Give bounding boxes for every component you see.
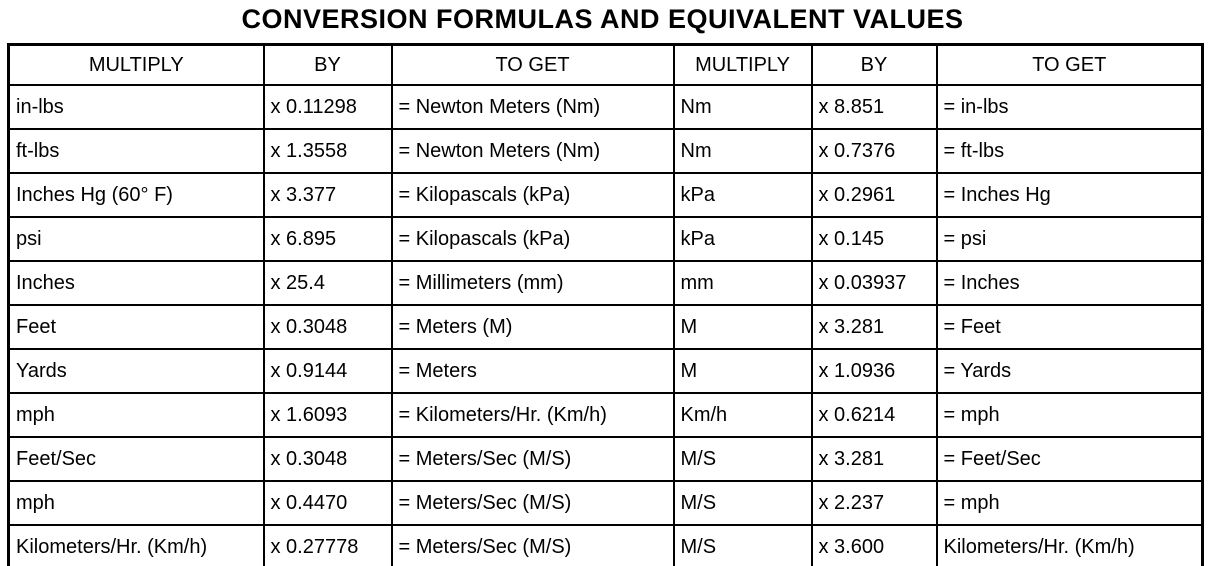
table-cell: mph [7,480,265,526]
table-row: ft-lbs x 1.3558 = Newton Meters (Nm) Nm x 0.… [7,128,1204,174]
table-cell: = Millimeters (mm) [390,260,675,306]
table-cell: x 1.6093 [262,392,393,438]
table-cell: Inches [7,260,265,306]
table-cell: = mph [935,392,1204,438]
header-multiply-left: MULTIPLY [7,43,265,86]
table-cell: = Kilopascals (kPa) [390,172,675,218]
table-cell: x 6.895 [262,216,393,262]
table-cell: x 0.4470 [262,480,393,526]
table-row: Inches x 25.4 = Millimeters (mm) mm x 0.0393… [7,260,1204,306]
table-cell: x 2.237 [810,480,938,526]
table-cell: M/S [672,436,813,482]
table-cell: x 3.600 [810,524,938,566]
table-cell: = Inches [935,260,1204,306]
table-cell: = Feet [935,304,1204,350]
table-cell: = Yards [935,348,1204,394]
table-cell: = Newton Meters (Nm) [390,84,675,130]
table-cell: x 1.3558 [262,128,393,174]
table-cell: = Meters/Sec (M/S) [390,524,675,566]
table-cell: Kilometers/Hr. (Km/h) [7,524,265,566]
table-cell: x 25.4 [262,260,393,306]
table-cell: = Newton Meters (Nm) [390,128,675,174]
table-row: Inches Hg (60° F) x 3.377 = Kilopascals (k… [7,172,1204,218]
table-cell: = psi [935,216,1204,262]
table-cell: = Feet/Sec [935,436,1204,482]
header-to-get-right: TO GET [935,43,1204,86]
table-cell: Kilometers/Hr. (Km/h) [935,524,1204,566]
conversion-table-body: in-lbs x 0.11298 = Newton Meters (Nm) Nm x 8… [7,84,1204,566]
header-multiply-right: MULTIPLY [672,43,813,86]
table-cell: ft-lbs [7,128,265,174]
table-cell: x 0.145 [810,216,938,262]
table-cell: psi [7,216,265,262]
table-cell: Inches Hg (60° F) [7,172,265,218]
table-cell: x 8.851 [810,84,938,130]
table-cell: = Meters/Sec (M/S) [390,436,675,482]
page-title: CONVERSION FORMULAS AND EQUIVALENT VALUE… [241,4,964,34]
table-cell: Yards [7,348,265,394]
table-cell: M [672,304,813,350]
table-row: Kilometers/Hr. (Km/h) x 0.27778 = Meters/S… [7,524,1204,566]
table-cell: x 3.281 [810,304,938,350]
table-cell: Km/h [672,392,813,438]
table-cell: M/S [672,524,813,566]
table-cell: x 0.3048 [262,304,393,350]
table-row: in-lbs x 0.11298 = Newton Meters (Nm) Nm x 8… [7,84,1204,130]
table-cell: = Inches Hg [935,172,1204,218]
table-cell: = in-lbs [935,84,1204,130]
table-row: psi x 6.895 = Kilopascals (kPa) kPa x 0.145 =… [7,216,1204,262]
table-row: mph x 0.4470 = Meters/Sec (M/S) M/S x 2.237 =… [7,480,1204,526]
table-cell: mm [672,260,813,306]
table-cell: Feet/Sec [7,436,265,482]
table-cell: M [672,348,813,394]
header-by-right: BY [810,43,938,86]
table-cell: Nm [672,128,813,174]
table-row: mph x 1.6093 = Kilometers/Hr. (Km/h) Km/h x … [7,392,1204,438]
table-header-row: MULTIPLY BY TO GET MULTIPLY BY TO GET [7,43,1204,86]
table-cell: x 0.6214 [810,392,938,438]
table-cell: = Kilopascals (kPa) [390,216,675,262]
header-by-left: BY [262,43,393,86]
table-cell: = Meters (M) [390,304,675,350]
table-cell: = mph [935,480,1204,526]
table-cell: x 0.9144 [262,348,393,394]
table-row: Feet/Sec x 0.3048 = Meters/Sec (M/S) M/S x 3… [7,436,1204,482]
table-cell: kPa [672,172,813,218]
table-cell: x 0.3048 [262,436,393,482]
table-cell: x 0.03937 [810,260,938,306]
table-cell: x 0.7376 [810,128,938,174]
table-cell: x 0.2961 [810,172,938,218]
table-cell: x 3.281 [810,436,938,482]
table-cell: x 1.0936 [810,348,938,394]
table-cell: kPa [672,216,813,262]
table-cell: M/S [672,480,813,526]
table-cell: x 3.377 [262,172,393,218]
table-cell: = ft-lbs [935,128,1204,174]
table-cell: = Meters [390,348,675,394]
table-cell: Nm [672,84,813,130]
table-cell: = Meters/Sec (M/S) [390,480,675,526]
header-to-get-left: TO GET [390,43,675,86]
table-cell: = Kilometers/Hr. (Km/h) [390,392,675,438]
table-cell: x 0.11298 [262,84,393,130]
table-cell: in-lbs [7,84,265,130]
conversion-table: MULTIPLY BY TO GET MULTIPLY BY TO GET in… [7,43,1204,566]
table-cell: mph [7,392,265,438]
table-cell: Feet [7,304,265,350]
table-cell: x 0.27778 [262,524,393,566]
